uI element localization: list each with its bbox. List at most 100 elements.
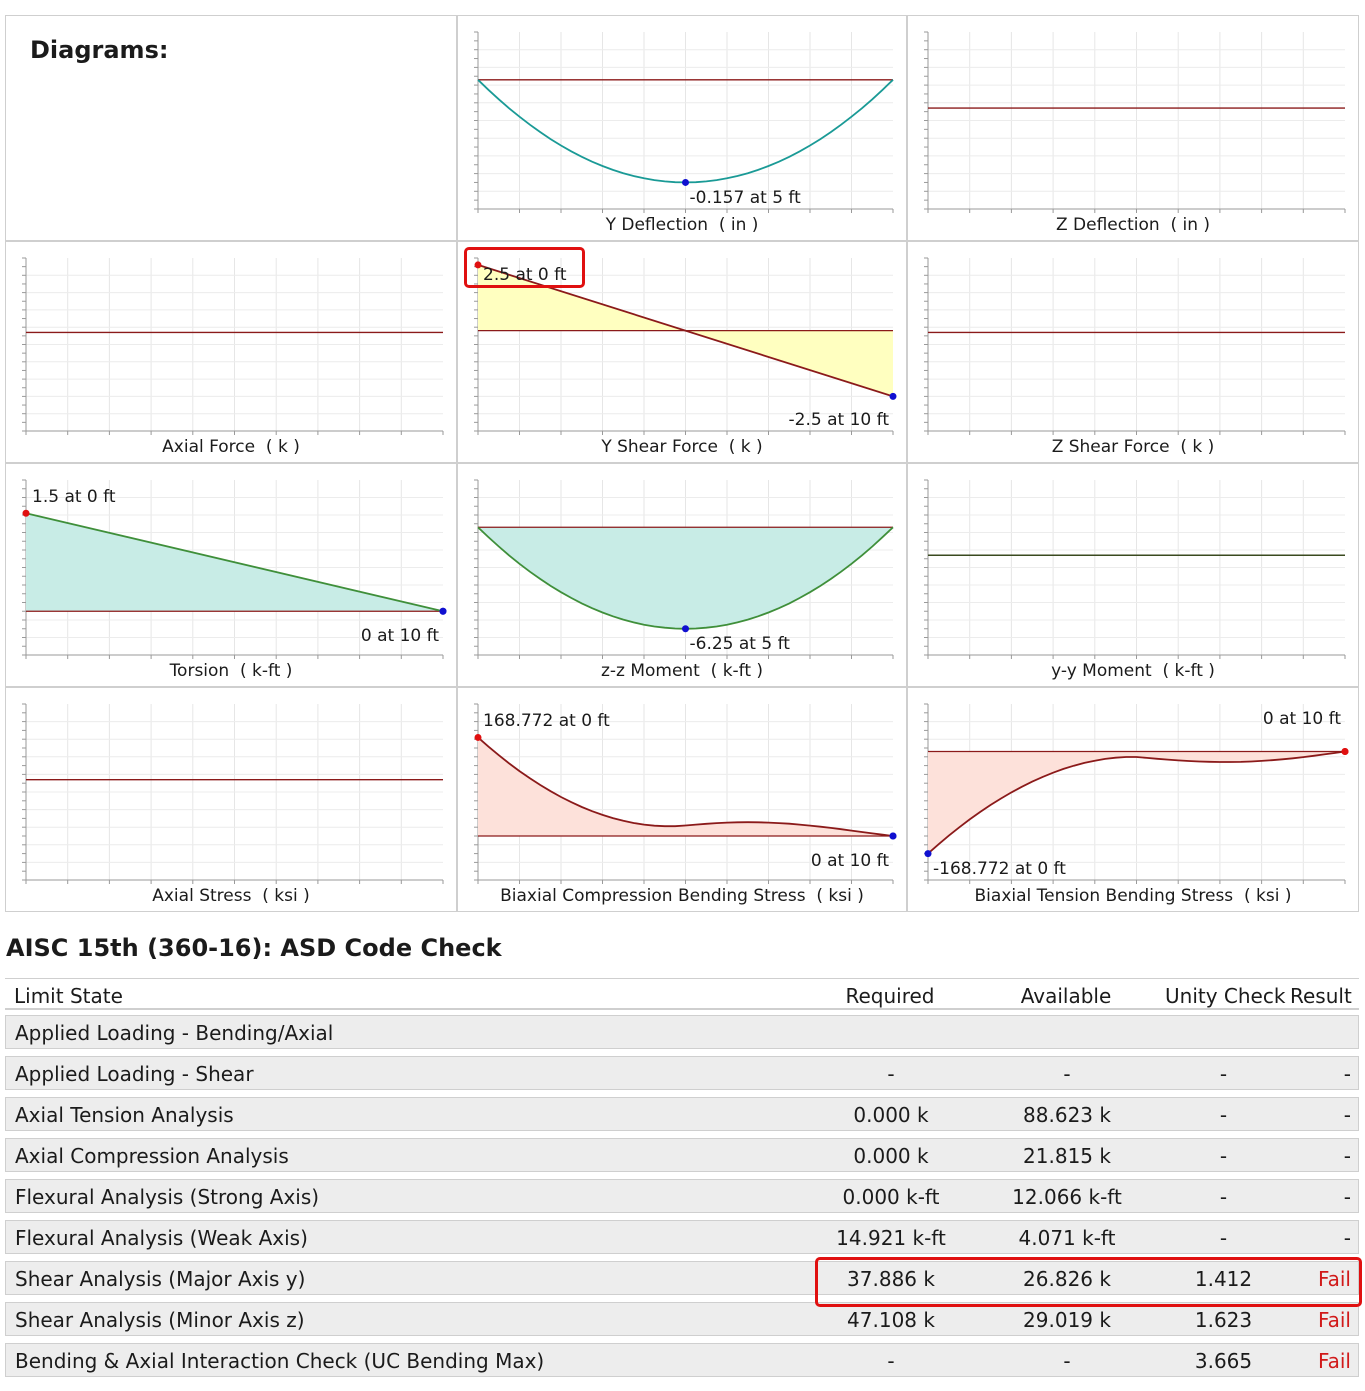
grid <box>26 258 443 431</box>
diagram-yy-moment: y-y Moment ( k-ft ) <box>907 463 1359 687</box>
table-row[interactable]: Flexural Analysis (Weak Axis) 14.921 k-ft… <box>5 1220 1359 1254</box>
plot-axial-force <box>22 257 444 435</box>
limit-state-cell: Shear Analysis (Minor Axis z) <box>15 1308 305 1332</box>
diagram-caption: Axial Force ( k ) <box>162 437 300 457</box>
max-value-label: 2.5 at 0 ft <box>483 265 567 285</box>
diagram-y-deflection: -0.157 at 5 ft Y Deflection ( in ) <box>457 15 907 241</box>
result-cell: Fail <box>1317 1308 1351 1332</box>
unity-check-cell: - <box>1219 1103 1228 1127</box>
table-row[interactable]: Axial Compression Analysis 0.000 k 21.815 … <box>5 1138 1359 1172</box>
required-cell: 37.886 k <box>847 1267 935 1291</box>
grid <box>928 258 1345 431</box>
available-cell: - <box>1063 1349 1071 1373</box>
required-cell: - <box>887 1349 895 1373</box>
plot-z-deflection <box>924 31 1346 213</box>
header-result: Result <box>1290 984 1352 1008</box>
max-value-label: 168.772 at 0 ft <box>483 711 610 731</box>
diagram-caption: Axial Stress ( ksi ) <box>152 886 310 906</box>
min-marker <box>682 178 689 186</box>
limit-state-cell: Applied Loading - Bending/Axial <box>15 1021 334 1045</box>
plot-y-shear-force: 2.5 at 0 ft -2.5 at 10 ft <box>474 257 897 435</box>
available-cell: - <box>1063 1062 1071 1086</box>
unity-check-cell: - <box>1219 1062 1228 1086</box>
grid <box>928 32 1345 209</box>
max-marker <box>474 261 482 269</box>
result-cell: - <box>1343 1144 1351 1168</box>
max-value-label: 1.5 at 0 ft <box>32 487 116 507</box>
plot-y-deflection: -0.157 at 5 ft <box>474 31 894 213</box>
end-marker <box>889 832 897 840</box>
diagrams-panel: Diagrams: -0.157 at 5 ft Y Deflection ( i… <box>5 15 1359 912</box>
table-row[interactable]: Applied Loading - Bending/Axial <box>5 1015 1359 1049</box>
table-row[interactable]: Shear Analysis (Minor Axis z) 47.108 k 29.… <box>5 1302 1359 1336</box>
diagram-axial-stress: Axial Stress ( ksi ) <box>5 687 457 912</box>
diagram-biaxial-tension: 0 at 10 ft -168.772 at 0 ft Biaxial Tensio… <box>907 687 1359 912</box>
table-row[interactable]: Applied Loading - Shear - - - - <box>5 1056 1359 1090</box>
table-row[interactable]: Axial Tension Analysis 0.000 k 88.623 k - - <box>5 1097 1359 1131</box>
limit-state-cell: Bending & Axial Interaction Check (UC Be… <box>15 1349 545 1373</box>
plot-torsion: 1.5 at 0 ft 0 at 10 ft <box>22 479 447 659</box>
max-marker <box>22 509 30 517</box>
plot-zz-moment: -6.25 at 5 ft <box>474 479 894 659</box>
available-cell: 26.826 k <box>1023 1267 1111 1291</box>
header-limit-state: Limit State <box>14 984 123 1008</box>
table-header: Limit State Required Available Unity Che… <box>5 978 1359 1010</box>
result-cell: - <box>1343 1062 1351 1086</box>
header-required: Required <box>845 984 935 1008</box>
max-marker <box>474 733 482 741</box>
min-value-label: -168.772 at 0 ft <box>933 859 1066 879</box>
end-marker <box>1341 748 1349 756</box>
table-row[interactable]: Shear Analysis (Major Axis y) 37.886 k 26.… <box>5 1261 1359 1295</box>
required-cell: 0.000 k <box>853 1144 929 1168</box>
header-available: Available <box>1020 984 1112 1008</box>
diagrams-heading: Diagrams: <box>30 36 169 64</box>
plot-biaxial-compression: 168.772 at 0 ft 0 at 10 ft <box>474 703 897 884</box>
diagram-caption: Biaxial Compression Bending Stress ( ksi… <box>500 886 864 906</box>
diagram-caption: Z Shear Force ( k ) <box>1051 437 1215 457</box>
required-cell: 14.921 k-ft <box>836 1226 946 1250</box>
diagram-axial-force: Axial Force ( k ) <box>5 241 457 463</box>
diagram-biaxial-compression: 168.772 at 0 ft 0 at 10 ft Biaxial Compres… <box>457 687 907 912</box>
series-area <box>928 751 1345 854</box>
table-row[interactable]: Bending & Axial Interaction Check (UC Be… <box>5 1343 1359 1377</box>
available-cell: 29.019 k <box>1023 1308 1111 1332</box>
limit-state-cell: Flexural Analysis (Strong Axis) <box>15 1185 320 1209</box>
diagram-caption: Y Shear Force ( k ) <box>601 437 763 457</box>
min-marker <box>924 850 932 858</box>
diagram-torsion: 1.5 at 0 ft 0 at 10 ft Torsion ( k-ft ) <box>5 463 457 687</box>
min-value-label: 0 at 10 ft <box>811 851 889 871</box>
min-value-label: -6.25 at 5 ft <box>690 634 791 654</box>
diagram-caption: Biaxial Tension Bending Stress ( ksi ) <box>974 886 1292 906</box>
plot-z-shear-force <box>924 257 1346 435</box>
limit-state-cell: Axial Compression Analysis <box>15 1144 289 1168</box>
result-cell: Fail <box>1317 1349 1351 1373</box>
series-line <box>927 750 1346 855</box>
series-line <box>477 736 894 837</box>
available-cell: 12.066 k-ft <box>1012 1185 1122 1209</box>
unity-check-cell: - <box>1219 1185 1228 1209</box>
table-row[interactable]: Flexural Analysis (Strong Axis) 0.000 k-f… <box>5 1179 1359 1213</box>
unity-check-cell: 1.623 <box>1194 1308 1253 1332</box>
max-value-label: 0 at 10 ft <box>1263 709 1341 729</box>
diagram-caption: y-y Moment ( k-ft ) <box>1051 661 1215 681</box>
diagram-y-shear-force: 2.5 at 0 ft -2.5 at 10 ft Y Shear Force ( … <box>457 241 907 463</box>
limit-state-cell: Applied Loading - Shear <box>15 1062 254 1086</box>
diagrams-heading-cell: Diagrams: <box>5 15 457 241</box>
series-area <box>478 737 893 836</box>
highlight-shear-major-row <box>815 1257 1362 1307</box>
min-marker <box>889 392 897 400</box>
diagram-zz-moment: -6.25 at 5 ft z-z Moment ( k-ft ) <box>457 463 907 687</box>
limit-state-cell: Shear Analysis (Major Axis y) <box>15 1267 306 1291</box>
plot-axial-stress <box>22 703 444 884</box>
limit-state-cell: Axial Tension Analysis <box>15 1103 234 1127</box>
header-unity-check: Unity Check <box>1165 984 1286 1008</box>
highlight-y-shear-max-label <box>464 247 585 288</box>
available-cell: 88.623 k <box>1023 1103 1111 1127</box>
required-cell: 0.000 k <box>853 1103 929 1127</box>
code-check-title: AISC 15th (360-16): ASD Code Check <box>6 934 502 962</box>
available-cell: 4.071 k-ft <box>1018 1226 1116 1250</box>
result-cell: - <box>1343 1103 1351 1127</box>
required-cell: - <box>887 1062 895 1086</box>
min-value-label: 0 at 10 ft <box>361 626 439 646</box>
min-value-label: -0.157 at 5 ft <box>690 188 802 208</box>
